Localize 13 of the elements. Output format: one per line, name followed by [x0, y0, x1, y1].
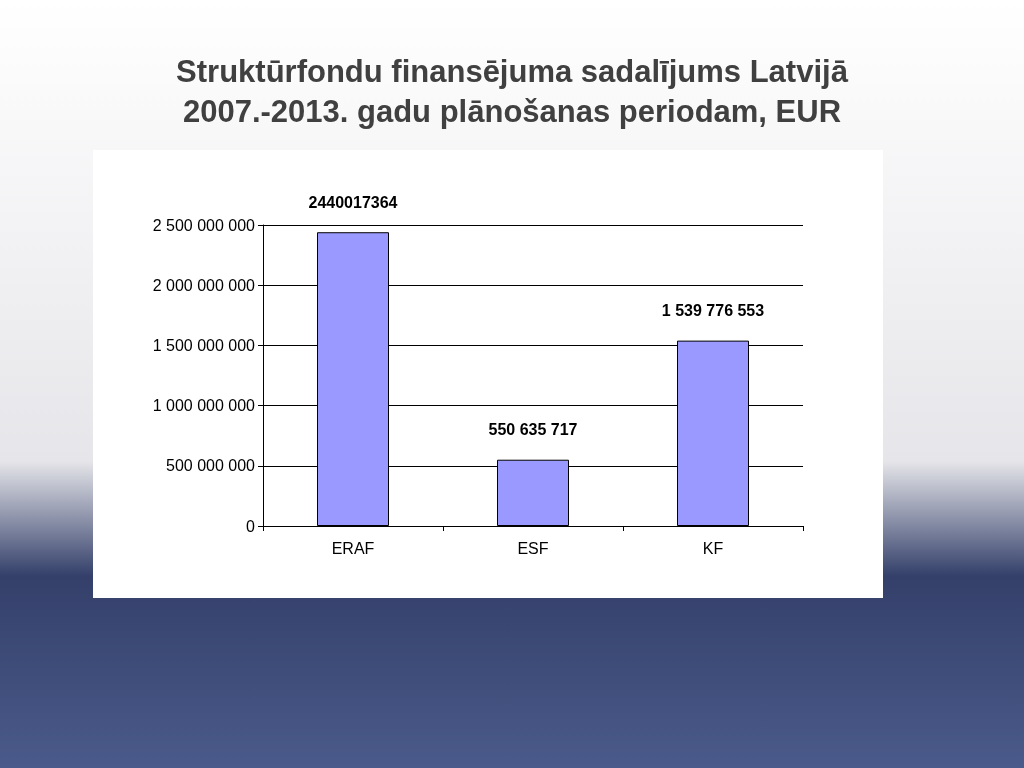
y-tick-label: 0: [246, 517, 256, 535]
x-tick-label: ESF: [517, 539, 549, 557]
y-tick-label: 2 000 000 000: [152, 276, 256, 294]
y-tick-label: 500 000 000: [166, 457, 256, 475]
y-tick-label: 2 500 000 000: [152, 216, 256, 234]
data-label: 2440017364: [308, 193, 398, 211]
y-tick-label: 1 500 000 000: [152, 336, 256, 354]
x-tick-label: ERAF: [331, 539, 375, 557]
y-tick-label: 1 000 000 000: [152, 397, 256, 415]
data-label: 550 635 717: [488, 421, 578, 439]
data-label: 1 539 776 553: [661, 302, 765, 320]
x-tick-label: KF: [702, 539, 724, 557]
chart-title: Struktūrfondu finansējuma sadalījums Latvijā 2007.-2013. gadu plānošanas periodam, EUR: [175, 53, 850, 131]
